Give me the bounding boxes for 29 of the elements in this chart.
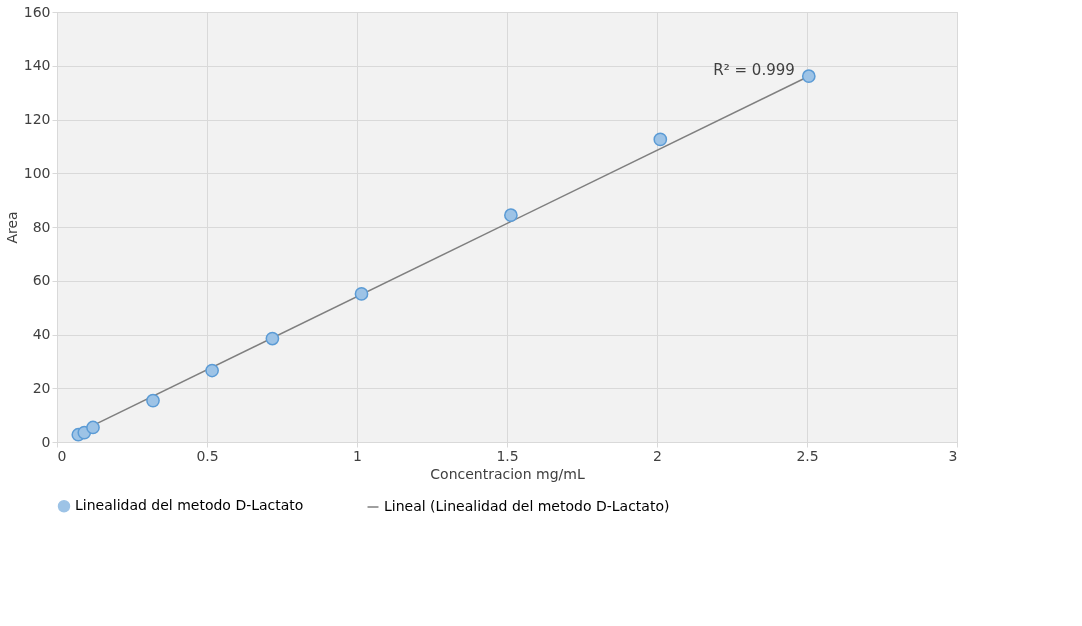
- y-tick-label: 0: [41, 433, 51, 450]
- y-tick-label: 80: [32, 218, 51, 235]
- legend-label: Linealidad del metodo D-Lactato: [75, 497, 304, 514]
- y-tick-label: 40: [32, 326, 51, 342]
- point: [146, 393, 160, 408]
- x-axis-title: Concentracion mg/mL: [430, 465, 585, 482]
- annotation: R² = 0.999: [713, 61, 795, 80]
- y-tick-label: 60: [32, 272, 51, 289]
- point: [354, 287, 369, 301]
- y-axis-title: Area: [3, 211, 20, 244]
- x-tick-label: 0: [57, 447, 67, 464]
- x-tick-label: 2.5: [796, 447, 819, 464]
- x-tick-label: 3: [948, 447, 958, 464]
- legend-label: Lineal (Linealidad del metodo D-Lactato): [384, 498, 670, 514]
- y-tick-label: 120: [23, 111, 51, 127]
- point: [801, 69, 816, 84]
- point: [265, 331, 280, 346]
- point: [205, 363, 219, 378]
- x-tick-label: 1: [353, 447, 362, 464]
- y-tick-label: 160: [23, 3, 51, 20]
- x-tick-label: 2: [653, 447, 662, 464]
- x-tick-label: 0.5: [196, 447, 219, 464]
- y-tick-label: 140: [23, 57, 51, 74]
- point: [86, 420, 100, 435]
- y-tick-label: 20: [32, 379, 51, 396]
- y-tick-label: 100: [23, 164, 51, 181]
- x-tick-label: 1.5: [496, 447, 519, 464]
- point: [653, 132, 668, 147]
- point: [504, 208, 518, 223]
